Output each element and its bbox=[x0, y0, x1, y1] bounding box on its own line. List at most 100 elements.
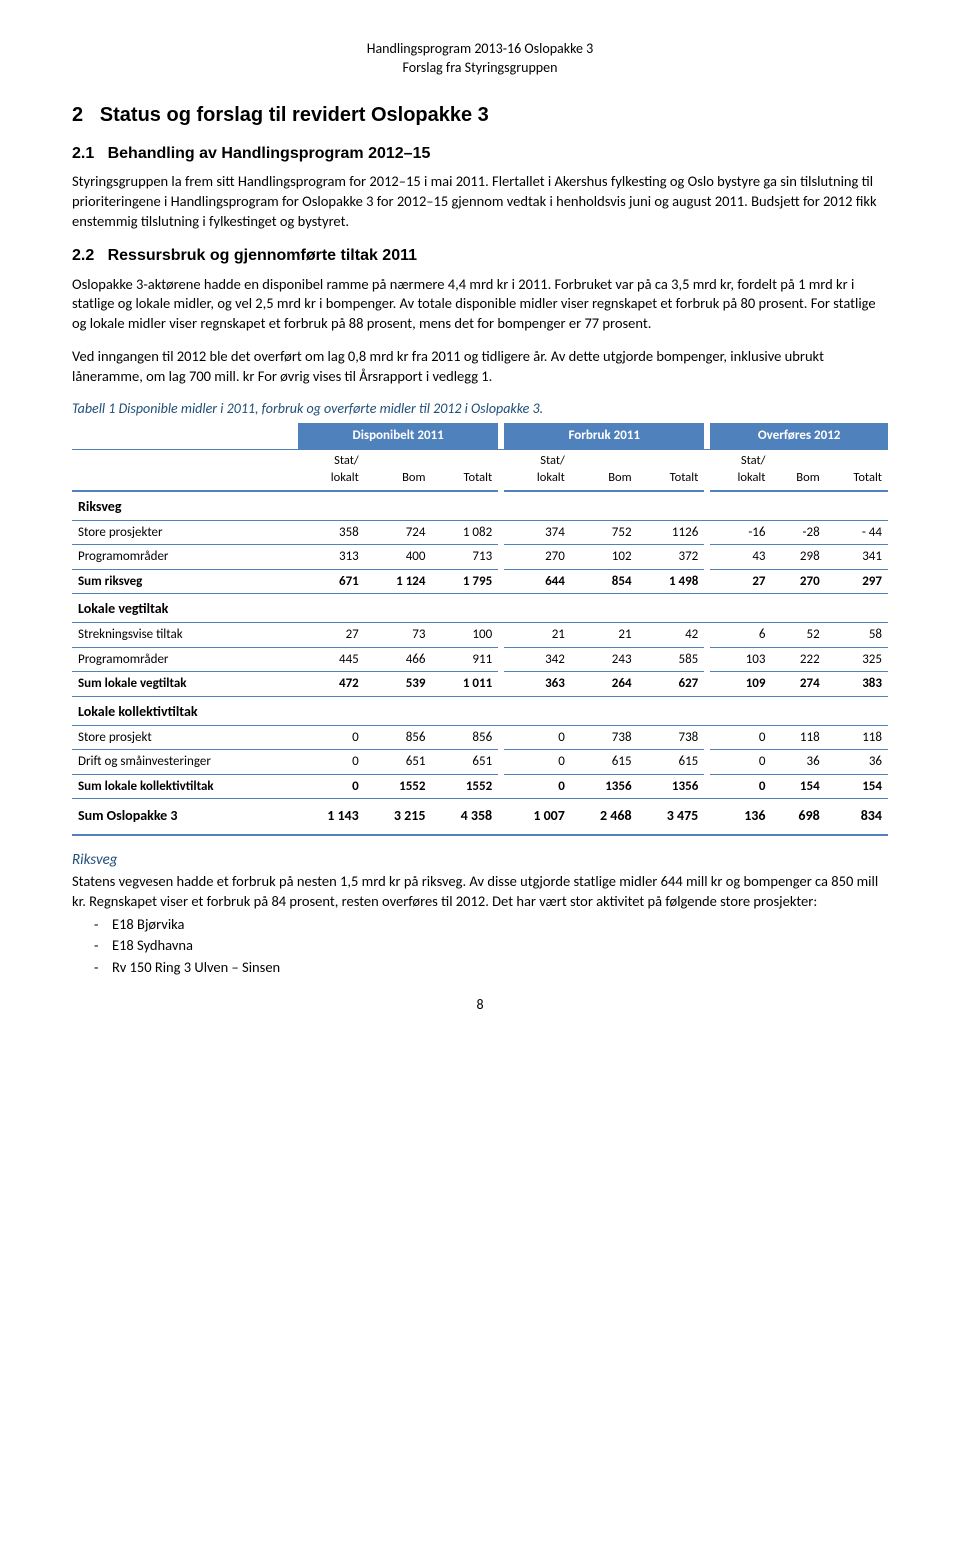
table-cell: 1 124 bbox=[365, 569, 432, 594]
subheader-bom: Bom bbox=[571, 449, 638, 490]
table-section-row: Lokale vegtiltak bbox=[72, 594, 888, 623]
row-label: Sum riksveg bbox=[72, 569, 298, 594]
table-cell: 297 bbox=[826, 569, 888, 594]
table-cell bbox=[571, 696, 638, 725]
section-title: 2 Status og forslag til revidert Oslopak… bbox=[72, 102, 888, 129]
table-cell: 222 bbox=[772, 647, 826, 672]
section-label: Lokale kollektivtiltak bbox=[72, 696, 298, 725]
table-cell: 1126 bbox=[638, 520, 705, 545]
table-cell: 856 bbox=[431, 725, 498, 750]
table-sub-header-row: Stat/lokalt Bom Totalt Stat/lokalt Bom T… bbox=[72, 449, 888, 490]
table-cell: 0 bbox=[710, 725, 771, 750]
post-section-text: Statens vegvesen hadde et forbruk på nes… bbox=[72, 872, 888, 911]
table-cell bbox=[571, 594, 638, 623]
table-cell: 615 bbox=[638, 750, 705, 775]
table-cell: 0 bbox=[298, 774, 365, 799]
row-label: Sum Oslopakke 3 bbox=[72, 799, 298, 835]
list-item: Rv 150 Ring 3 Ulven – Sinsen bbox=[112, 957, 888, 979]
table-cell: 834 bbox=[826, 799, 888, 835]
row-label: Programområder bbox=[72, 647, 298, 672]
table-cell: 856 bbox=[365, 725, 432, 750]
table-cell bbox=[638, 594, 705, 623]
table-cell: 1 795 bbox=[431, 569, 498, 594]
table-cell bbox=[638, 696, 705, 725]
table-row: Strekningsvise tiltak277310021214265258 bbox=[72, 623, 888, 648]
table-cell: 854 bbox=[571, 569, 638, 594]
table-cell: 372 bbox=[638, 545, 705, 570]
table-cell: 136 bbox=[710, 799, 771, 835]
table-row: Store prosjekt085685607387380118118 bbox=[72, 725, 888, 750]
table-row: Store prosjekter3587241 0823747521126-16… bbox=[72, 520, 888, 545]
table-cell: 52 bbox=[772, 623, 826, 648]
table-cell: 1 082 bbox=[431, 520, 498, 545]
table-cell: 274 bbox=[772, 672, 826, 697]
table-cell: 298 bbox=[772, 545, 826, 570]
subsection-2-2: 2.2 Ressursbruk og gjennomførte tiltak 2… bbox=[72, 245, 888, 267]
subheader-totalt: Totalt bbox=[826, 449, 888, 490]
table-cell bbox=[431, 491, 498, 520]
table-cell: 325 bbox=[826, 647, 888, 672]
table-cell bbox=[298, 696, 365, 725]
table-cell: 43 bbox=[710, 545, 771, 570]
table-cell bbox=[298, 491, 365, 520]
table-cell: 27 bbox=[710, 569, 771, 594]
table-cell: 627 bbox=[638, 672, 705, 697]
table-cell: -16 bbox=[710, 520, 771, 545]
table-cell: 3 475 bbox=[638, 799, 705, 835]
table-cell: 1552 bbox=[431, 774, 498, 799]
header-line-1: Handlingsprogram 2013-16 Oslopakke 3 bbox=[72, 40, 888, 59]
subsection-number: 2.1 bbox=[72, 145, 94, 162]
table-cell: 264 bbox=[571, 672, 638, 697]
table-cell: 1356 bbox=[571, 774, 638, 799]
row-label: Sum lokale kollektivtiltak bbox=[72, 774, 298, 799]
table-cell: 341 bbox=[826, 545, 888, 570]
table-cell bbox=[772, 491, 826, 520]
table-cell: 42 bbox=[638, 623, 705, 648]
subsection-title-text: Behandling av Handlingsprogram 2012–15 bbox=[108, 145, 431, 162]
table-cell: 6 bbox=[710, 623, 771, 648]
table-cell: 383 bbox=[826, 672, 888, 697]
table-cell: 2 468 bbox=[571, 799, 638, 835]
subsection-number: 2.2 bbox=[72, 247, 94, 264]
table-cell: - 44 bbox=[826, 520, 888, 545]
table-row: Programområder44546691134224358510322232… bbox=[72, 647, 888, 672]
table-cell: 698 bbox=[772, 799, 826, 835]
table-cell: 36 bbox=[826, 750, 888, 775]
subheader-totalt: Totalt bbox=[638, 449, 705, 490]
paragraph-3: Ved inngangen til 2012 ble det overført … bbox=[72, 347, 888, 386]
table-caption: Tabell 1 Disponible midler i 2011, forbr… bbox=[72, 400, 888, 419]
table-cell bbox=[826, 696, 888, 725]
group-header-overfores: Overføres 2012 bbox=[710, 423, 888, 449]
table-cell: 0 bbox=[710, 774, 771, 799]
post-section-heading: Riksveg bbox=[72, 850, 888, 870]
row-label: Drift og småinvesteringer bbox=[72, 750, 298, 775]
table-cell: -28 bbox=[772, 520, 826, 545]
table-cell bbox=[504, 594, 571, 623]
table-cell bbox=[826, 491, 888, 520]
table-cell bbox=[298, 594, 365, 623]
group-header-forbruk: Forbruk 2011 bbox=[504, 423, 704, 449]
subheader-stat: Stat/lokalt bbox=[504, 449, 571, 490]
table-cell: 109 bbox=[710, 672, 771, 697]
table-cell: 0 bbox=[504, 750, 571, 775]
table-cell: 651 bbox=[431, 750, 498, 775]
section-label: Lokale vegtiltak bbox=[72, 594, 298, 623]
table-cell: 154 bbox=[826, 774, 888, 799]
table-cell bbox=[710, 594, 771, 623]
row-label: Store prosjekter bbox=[72, 520, 298, 545]
table-cell: 472 bbox=[298, 672, 365, 697]
table-sum-row: Sum lokale vegtiltak4725391 011363264627… bbox=[72, 672, 888, 697]
table-row: Programområder31340071327010237243298341 bbox=[72, 545, 888, 570]
table-cell: 4 358 bbox=[431, 799, 498, 835]
table-cell: 752 bbox=[571, 520, 638, 545]
table-cell bbox=[504, 696, 571, 725]
table-cell bbox=[431, 594, 498, 623]
table-cell: 100 bbox=[431, 623, 498, 648]
table-cell: 0 bbox=[710, 750, 771, 775]
table-cell: 738 bbox=[638, 725, 705, 750]
table-cell: 539 bbox=[365, 672, 432, 697]
header-line-2: Forslag fra Styringsgruppen bbox=[72, 59, 888, 78]
table-section-row: Riksveg bbox=[72, 491, 888, 520]
table-cell: 644 bbox=[504, 569, 571, 594]
table-cell: 1356 bbox=[638, 774, 705, 799]
